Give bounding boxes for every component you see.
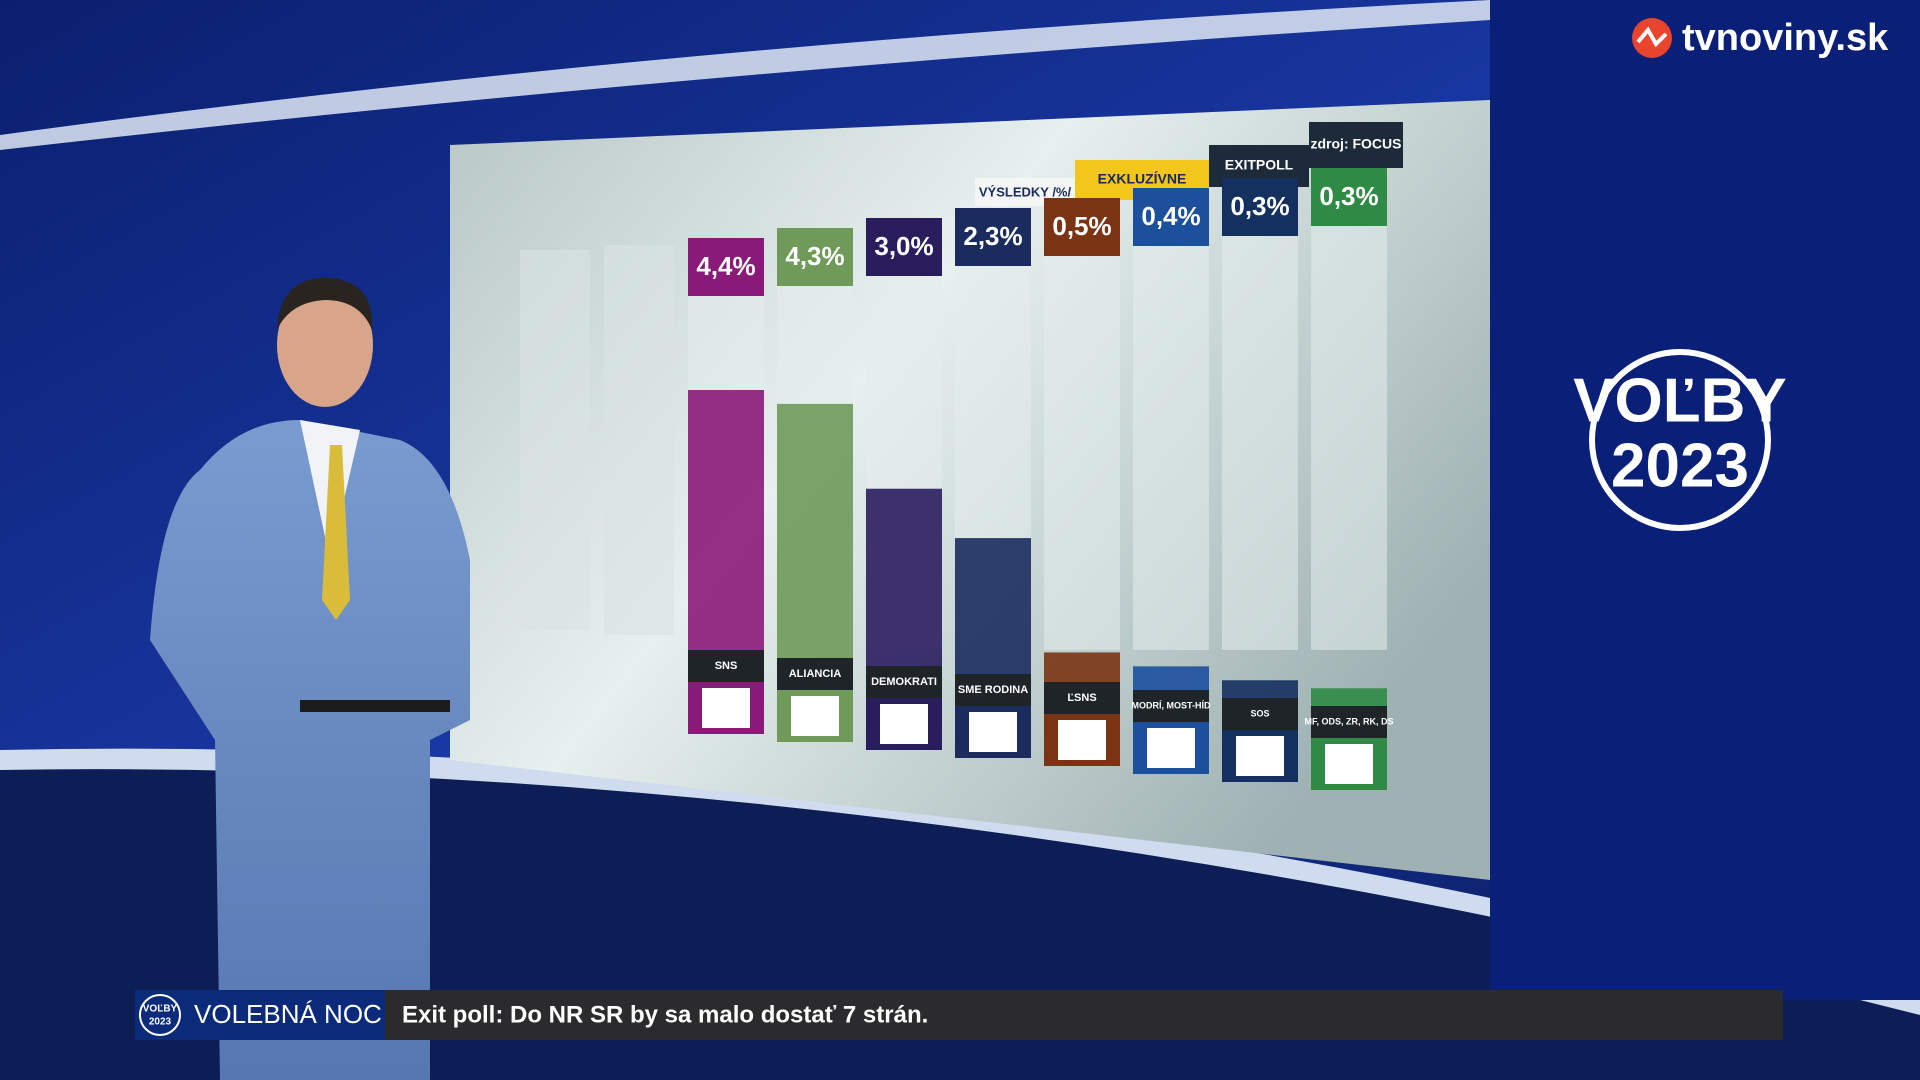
name-box [777,658,853,690]
value-label: 0,3% [1319,181,1378,211]
party-name: ĽSNS [1067,692,1096,704]
value-box [688,238,764,296]
value-label: 4,4% [696,251,755,281]
value-box [777,228,853,286]
value-label: 0,3% [1230,191,1289,221]
bar [1133,666,1209,690]
value-box [1044,198,1120,256]
bar [866,488,942,666]
name-box [955,674,1031,706]
bar [777,403,853,658]
lower-third-show-box [135,990,385,1040]
party-logo [1325,744,1373,784]
headline-box [385,990,1783,1040]
name-box [688,650,764,682]
bar [1311,688,1387,706]
small-logo-line2: 2023 [149,1017,172,1028]
name-box [866,666,942,698]
value-box [1222,178,1298,236]
header-exitpoll: EXITPOLL [1225,157,1294,173]
name-box [1044,682,1120,714]
headline: Exit poll: Do NR SR by sa malo dostať 7 … [402,1001,928,1028]
party-name: SNS [715,660,738,672]
party-logo [702,688,750,728]
bar [1222,680,1298,698]
party-logo [1147,728,1195,768]
party-name: MF, ODS, ZR, RK, DS [1304,716,1393,726]
column-background [1222,236,1298,650]
party-logo [791,696,839,736]
value-box [1311,168,1387,226]
value-box [1133,188,1209,246]
presenter [150,277,470,1080]
studio-light [0,0,1490,150]
small-logo [139,994,181,1036]
value-label: 0,4% [1141,201,1200,231]
logo-line2: 2023 [1611,431,1749,500]
party-logo [880,704,928,744]
empty-column [604,245,674,635]
bar [1044,652,1120,682]
value-label: 2,3% [963,221,1022,251]
column-background [1044,256,1120,650]
name-box [1133,690,1209,722]
header-source-box [1309,122,1403,168]
name-box [1311,706,1387,738]
side-panel [1490,0,1920,1000]
value-label: 4,3% [785,241,844,271]
brand: tvnoviny.sk [1682,17,1889,59]
logo-ring [1589,349,1771,531]
value-label: 3,0% [874,231,933,261]
party-name: MODRÍ, MOST-HÍD [1132,700,1211,710]
logo-line1: VOĽBY [1573,366,1787,435]
show-name: VOLEBNÁ NOC [194,999,382,1029]
bar [955,538,1031,674]
header-exclusive: EXKLUZÍVNE [1098,171,1187,187]
party-name: SME RODINA [958,684,1028,696]
party-name: ALIANCIA [789,668,842,680]
party-name: DEMOKRATI [871,676,937,688]
small-logo-line1: VOĽBY [143,1004,178,1015]
header-source: zdroj: FOCUS [1311,136,1402,152]
party-name: SOS [1250,708,1269,718]
value-label: 0,5% [1052,211,1111,241]
name-box [1222,698,1298,730]
column-background [1311,226,1387,650]
empty-column [520,250,590,630]
bar [688,390,764,650]
party-logo [1058,720,1106,760]
party-logo [1236,736,1284,776]
column-background [1133,246,1209,650]
value-box [866,218,942,276]
value-box [955,208,1031,266]
party-logo [969,712,1017,752]
brand-icon-mark [1636,26,1668,48]
header-results: VÝSLEDKY /%/ [979,184,1072,199]
